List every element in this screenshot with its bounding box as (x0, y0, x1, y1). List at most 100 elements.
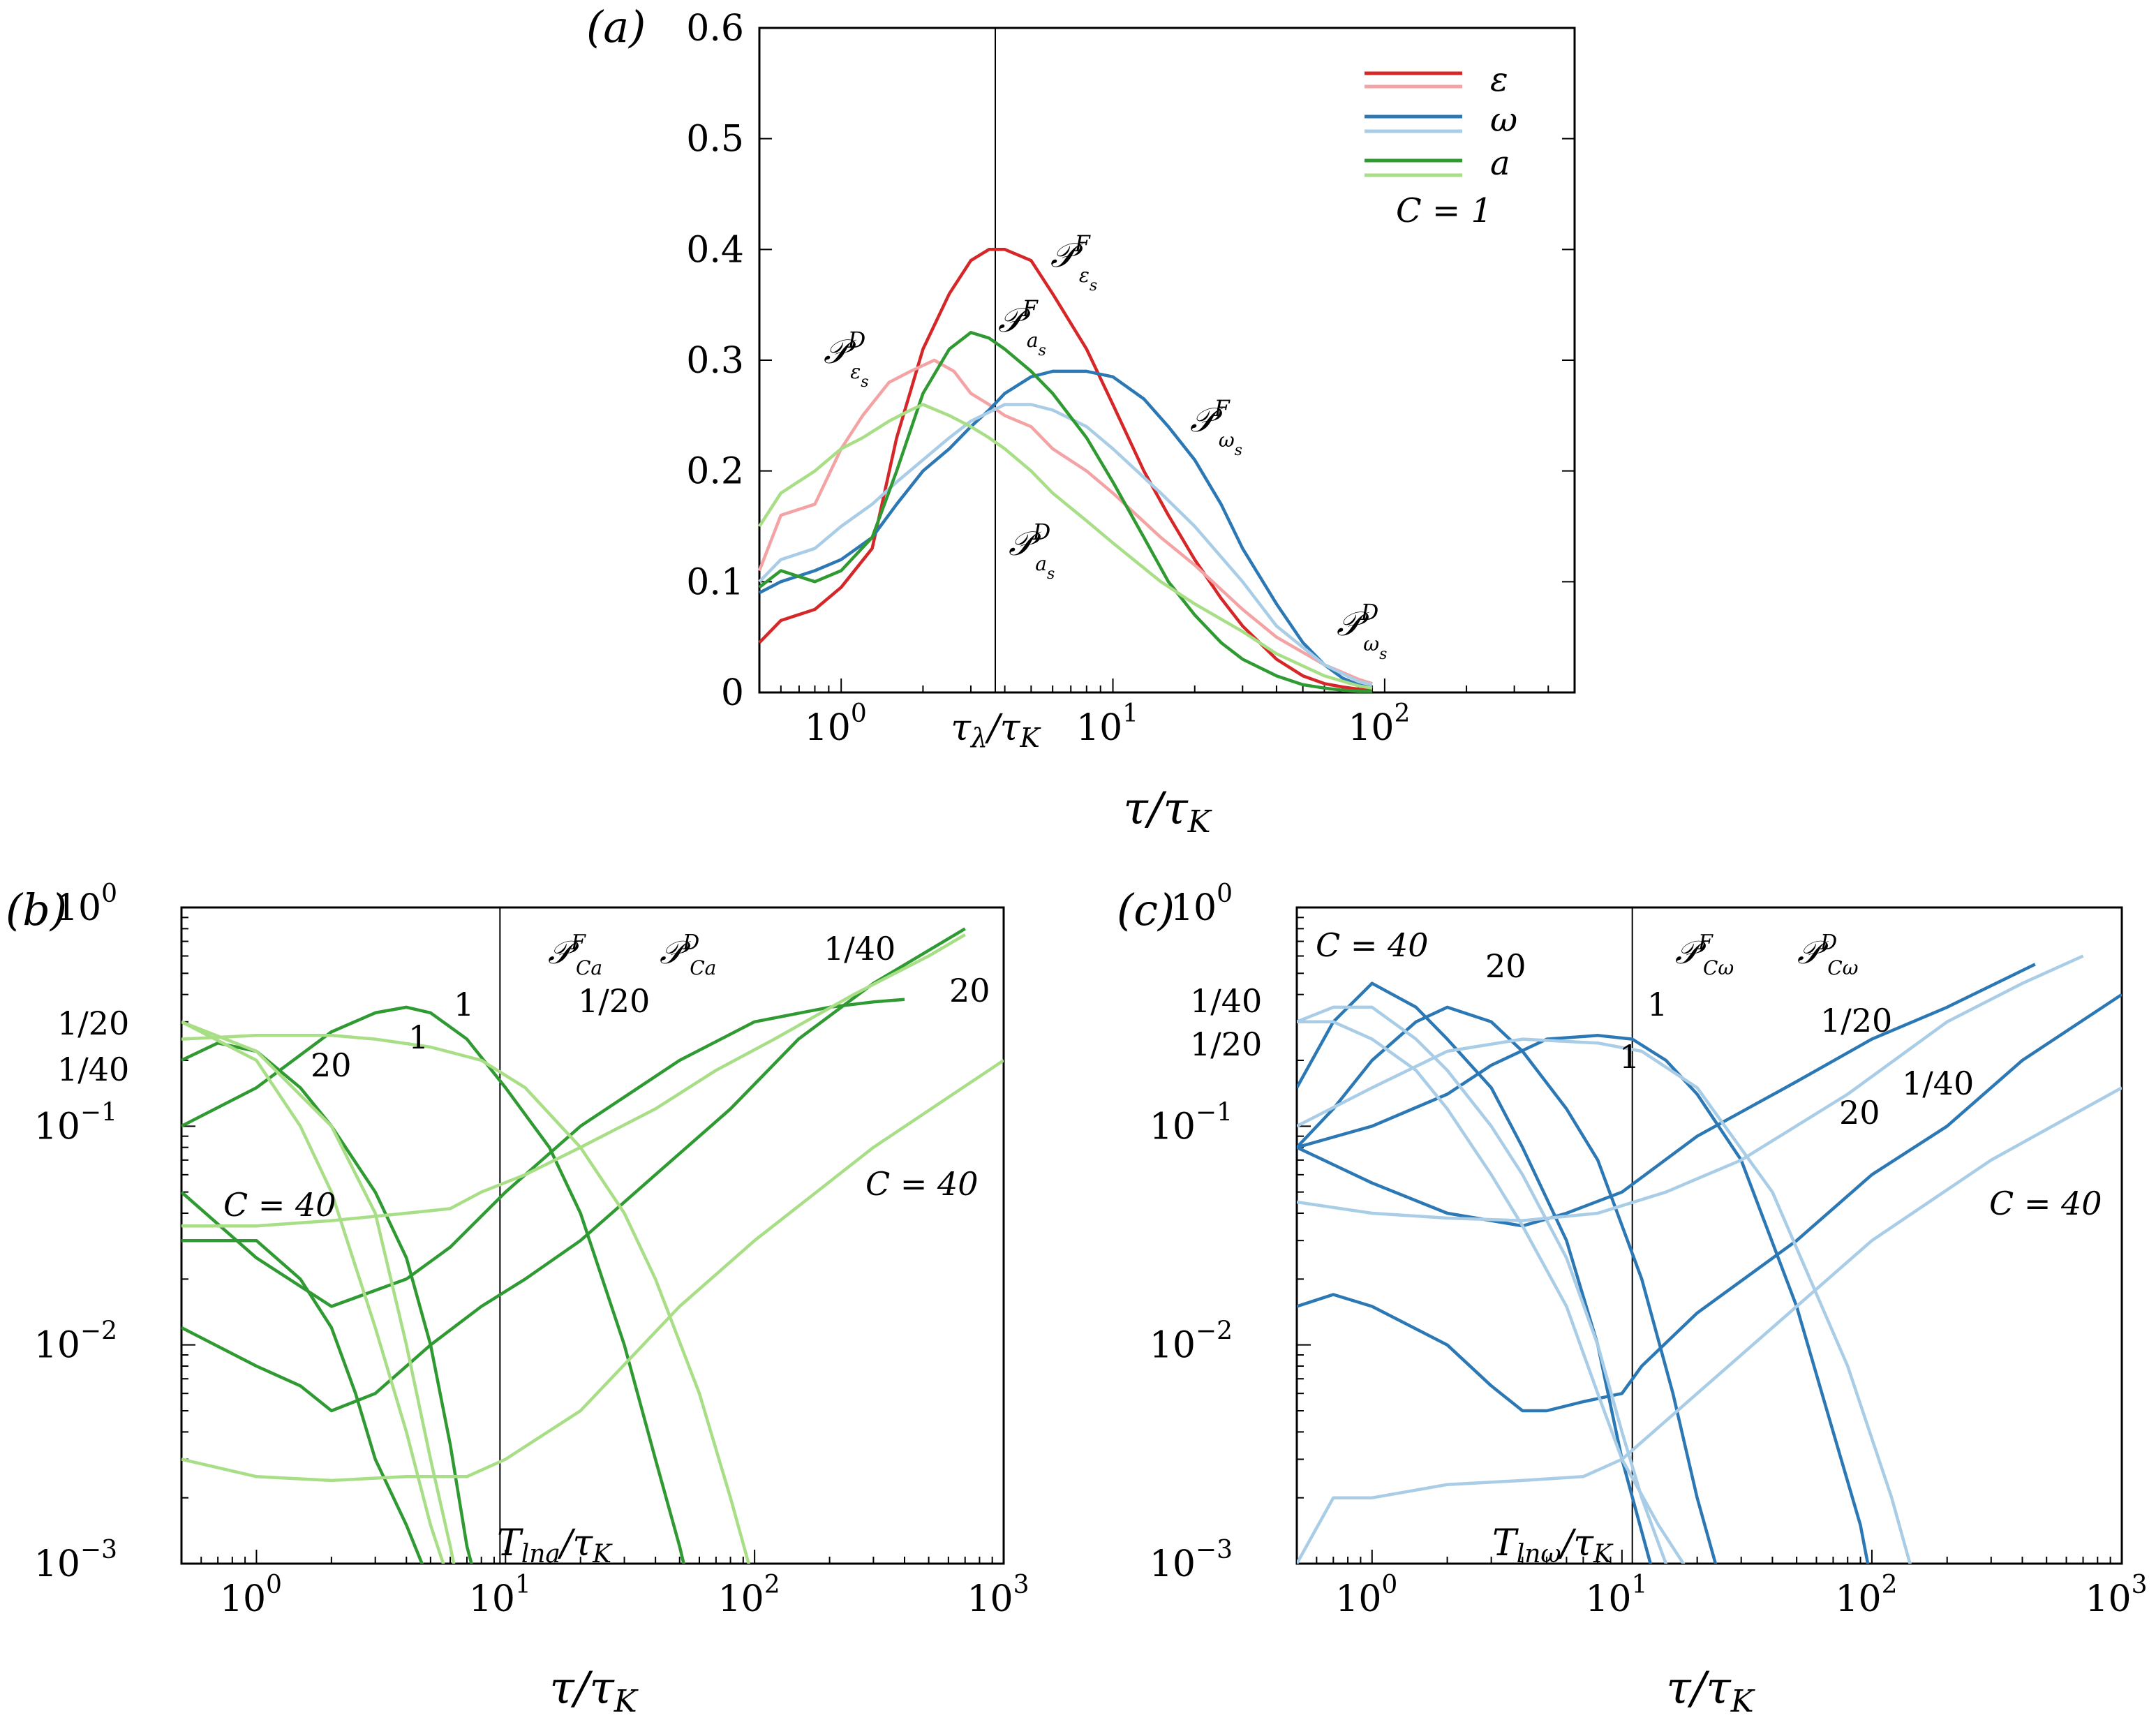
panel-b-label-C20-light: 20 (949, 972, 990, 1009)
panel-c-legend-F: 𝒫F Cω (1675, 931, 1734, 979)
a-series-P-omega-D (758, 403, 1373, 687)
a-ytick-label: 0.4 (686, 229, 744, 271)
series-F-C-1-40 (181, 927, 966, 1413)
a-ytick-label: 0.2 (686, 451, 744, 493)
panel-b-label-C140-light: 1/40 (57, 1051, 129, 1088)
legend-a-label: a (1490, 144, 1510, 183)
xtick-label: 102 (1835, 1571, 1897, 1620)
ytick-label: 10−2 (1150, 1317, 1233, 1367)
series-F-C-1-20 (1297, 963, 2036, 1228)
series-F-C-1-20 (181, 998, 905, 1308)
ytick-label: 10−2 (34, 1317, 117, 1367)
a-xtick-label: 101 (1076, 699, 1138, 749)
ytick-label: 10−3 (34, 1536, 117, 1585)
a-xtick-label: 100 (805, 699, 867, 749)
a-series-P-a-D (758, 403, 1373, 690)
a-ytick-label: 0.6 (686, 8, 744, 50)
panel-b-label-C120-light: 1/20 (57, 1004, 129, 1042)
panel-b-legend-D: 𝒫D Ca (660, 931, 716, 979)
panel-c-label-C140-dark: 1/40 (1902, 1065, 1974, 1102)
a-series-P-a-F (758, 331, 1373, 693)
series-F-C-40 (181, 1238, 424, 1564)
panel-c-x-axis-label: τ/τK (1666, 1663, 1755, 1719)
panel-c-label: (c) (1117, 884, 1175, 935)
legend-eps-label: ε (1490, 60, 1508, 99)
series-D-C-1 (1297, 1037, 1912, 1564)
series-D-C-40 (1297, 1086, 2122, 1564)
panel-b-label-C20-dark: 20 (311, 1046, 352, 1084)
annot-p-omega-F: 𝒫F ωs (1190, 395, 1242, 459)
a-ytick-label: 0.1 (686, 561, 744, 603)
panel-c-label-C20-light: 20 (1839, 1094, 1880, 1132)
series-D-C-1-40 (181, 1020, 456, 1564)
series-D-C-20 (1297, 1020, 1686, 1564)
panel-c-label-C120-light: 1/20 (1190, 1025, 1262, 1063)
series-F-C-40 (1297, 981, 1652, 1564)
panel-b-x-axis-label: τ/τK (549, 1663, 638, 1719)
panel-c-series (1297, 954, 2122, 1564)
panel-b-tlna-label: Tlna/τK (497, 1522, 613, 1569)
panel-c-ticks: 100 101 102 103 10−3 10−2 10−1 100 (1150, 880, 2148, 1620)
xtick-label: 103 (967, 1571, 1029, 1620)
xtick-label: 100 (1335, 1571, 1397, 1620)
a-series-P-eps-D (757, 358, 1373, 685)
series-F-C-1 (181, 1005, 685, 1564)
legend-c1-label: C = 1 (1396, 191, 1492, 230)
panel-b-label-C140-dark: 1/40 (824, 930, 895, 968)
panel-c-tlnw-label: Tlnω/τK (1492, 1522, 1614, 1569)
panel-b-label-C40-light: C = 40 (865, 1165, 979, 1203)
ytick-label: 100 (55, 880, 117, 929)
xtick-label: 102 (718, 1571, 780, 1620)
panel-a-series (757, 248, 1373, 693)
panel-b-series (181, 927, 1004, 1564)
panel-a-x-ticks: 100 101 102 (759, 679, 1575, 749)
legend-omega-label: ω (1490, 101, 1517, 140)
series-F-C-1 (1297, 1034, 1870, 1564)
panel-c-legend-D: 𝒫D Cω (1797, 931, 1859, 979)
ytick-label: 10−1 (34, 1098, 117, 1148)
annot-p-eps-F: 𝒫F εs (1050, 230, 1097, 295)
a-ytick-label: 0.3 (686, 340, 744, 382)
panel-c-label-C1-dark: 1 (1647, 986, 1667, 1023)
panel-b-label-C40-dark: C = 40 (223, 1186, 336, 1224)
panel-b-label-C1-dark: 1 (454, 986, 474, 1023)
panel-c-label-C1-light: 1 (1619, 1038, 1640, 1076)
panel-c-frame (1295, 906, 2123, 1565)
ytick-label: 10−3 (1150, 1536, 1233, 1585)
panel-c-label-C20-dark: 20 (1485, 947, 1526, 985)
panel-c-label-C120-dark: 1/20 (1820, 1002, 1892, 1039)
panel-b-label: (b) (6, 884, 67, 935)
panel-c-label-C40-light: C = 40 (1989, 1185, 2102, 1222)
series-D-C-40 (181, 1059, 1004, 1483)
xtick-label: 103 (2085, 1571, 2147, 1620)
panel-b-legend-F: 𝒫F Ca (548, 931, 602, 979)
panel-b-ticks: 100 101 102 103 10−3 10−2 10−1 100 (34, 880, 1029, 1620)
panel-a-legend: ε ω a C = 1 (1365, 60, 1517, 230)
annot-p-eps-D: 𝒫D εs (824, 327, 869, 391)
panel-c-label-C40-dark: C = 40 (1316, 926, 1429, 964)
a-ytick-label: 0 (721, 672, 744, 714)
xtick-label: 100 (220, 1571, 282, 1620)
annot-p-omega-D: 𝒫D ωs (1337, 599, 1387, 663)
panel-a-annotations: 𝒫F εs 𝒫D εs 𝒫F as 𝒫D as 𝒫F ωs 𝒫D ωs (824, 230, 1387, 663)
series-D-C-1-40 (1297, 1005, 1668, 1564)
xtick-label: 101 (469, 1571, 531, 1620)
ytick-label: 100 (1170, 880, 1233, 929)
series-D-C-20 (181, 1020, 445, 1564)
series-D-C-1-20 (1297, 954, 2084, 1222)
annot-p-a-D: 𝒫D as (1009, 519, 1055, 583)
ytick-label: 10−1 (1150, 1098, 1233, 1148)
a-series-P-omega-F (758, 369, 1373, 690)
a-series-P-eps-F (758, 248, 1373, 692)
panel-a-frame (758, 27, 1576, 694)
panel-b-label-C120-dark: 1/20 (578, 982, 650, 1020)
series-D-C-1-20 (181, 933, 966, 1228)
panel-b-curve-labels: 𝒫F Ca 𝒫D Ca 1 20 1 1/20 1/40 1/20 1/40 20 … (57, 930, 990, 1224)
a-xtick-label: 102 (1348, 699, 1410, 749)
panel-b-frame (180, 906, 1005, 1565)
panel-a-x-axis-label: τ/τK (1123, 783, 1212, 840)
panel-a: (a) 00.10.20.30.40.50.6 100 101 102 τλ/τK … (586, 1, 1576, 840)
